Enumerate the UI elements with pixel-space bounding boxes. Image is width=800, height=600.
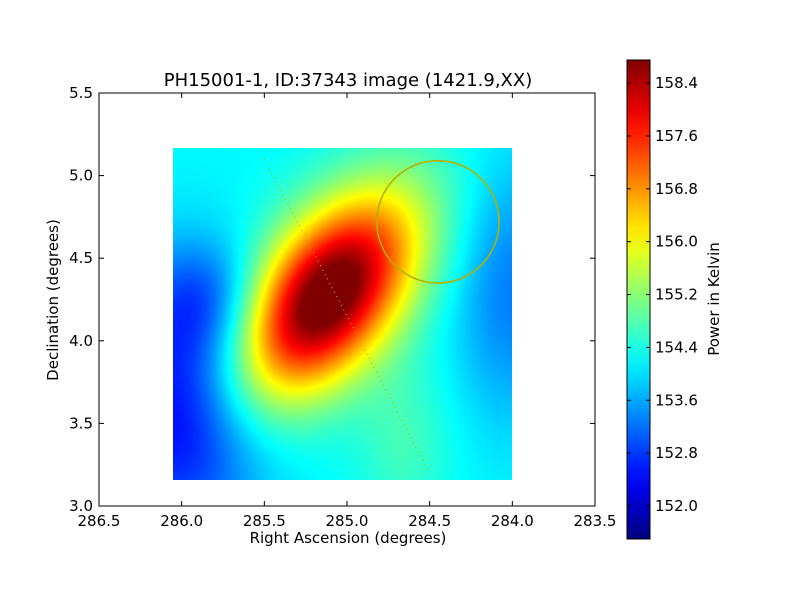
beam-circle bbox=[375, 159, 500, 284]
y-axis: 3.0 3.5 4.0 4.5 5.0 5.5 bbox=[69, 84, 595, 515]
y-tick-label: 4.0 bbox=[69, 332, 93, 350]
colorbar-tick-label: 157.6 bbox=[655, 127, 698, 145]
y-tick-label: 5.5 bbox=[69, 84, 93, 102]
colorbar-tick-label: 153.6 bbox=[655, 391, 698, 409]
y-tick-label: 5.0 bbox=[69, 167, 93, 185]
x-tick-label: 284.5 bbox=[408, 512, 451, 530]
colorbar: 152.0 152.8 153.6 154.4 155.2 156.0 156.8 157.6… bbox=[626, 59, 723, 540]
colorbar-tick-label: 154.4 bbox=[655, 338, 698, 356]
plot-area: 286.5 286.0 285.5 285.0 284.5 284.0 283.5 3.03… bbox=[69, 84, 616, 530]
x-axis-label: Right Ascension (degrees) bbox=[250, 529, 447, 547]
x-tick-label: 286.0 bbox=[160, 512, 203, 530]
colorbar-ticks: 152.0 152.8 153.6 154.4 155.2 156.0 156.8 157.6… bbox=[627, 74, 698, 515]
colorbar-tick-label: 155.2 bbox=[655, 286, 698, 304]
heatmap-image bbox=[173, 147, 513, 480]
colorbar-tick-label: 152.8 bbox=[655, 444, 698, 462]
colorbar-tick-label: 158.4 bbox=[655, 74, 698, 92]
y-axis-label: Declination (degrees) bbox=[44, 219, 62, 381]
colorbar-tick-label: 156.0 bbox=[655, 233, 698, 251]
colorbar-tick-label: 152.0 bbox=[655, 497, 698, 515]
colorbar-label: Power in Kelvin bbox=[705, 242, 723, 356]
x-tick-label: 286.5 bbox=[78, 512, 121, 530]
x-tick-label: 284.0 bbox=[491, 512, 534, 530]
x-tick-label: 285.5 bbox=[243, 512, 286, 530]
x-tick-label: 285.0 bbox=[326, 512, 369, 530]
colorbar-gradient bbox=[626, 59, 651, 540]
y-tick-label: 3.0 bbox=[69, 497, 93, 515]
x-tick-label: 283.5 bbox=[574, 512, 617, 530]
y-tick-label: 4.5 bbox=[69, 249, 93, 267]
y-tick-label: 3.5 bbox=[69, 414, 93, 432]
scan-line bbox=[263, 158, 431, 474]
colorbar-tick-label: 156.8 bbox=[655, 180, 698, 198]
x-axis: 286.5 286.0 285.5 285.0 284.5 284.0 283.5 bbox=[78, 93, 617, 530]
chart-title: PH15001-1, ID:37343 image (1421.9,XX) bbox=[164, 70, 532, 91]
heatmap-canvas bbox=[173, 147, 513, 480]
